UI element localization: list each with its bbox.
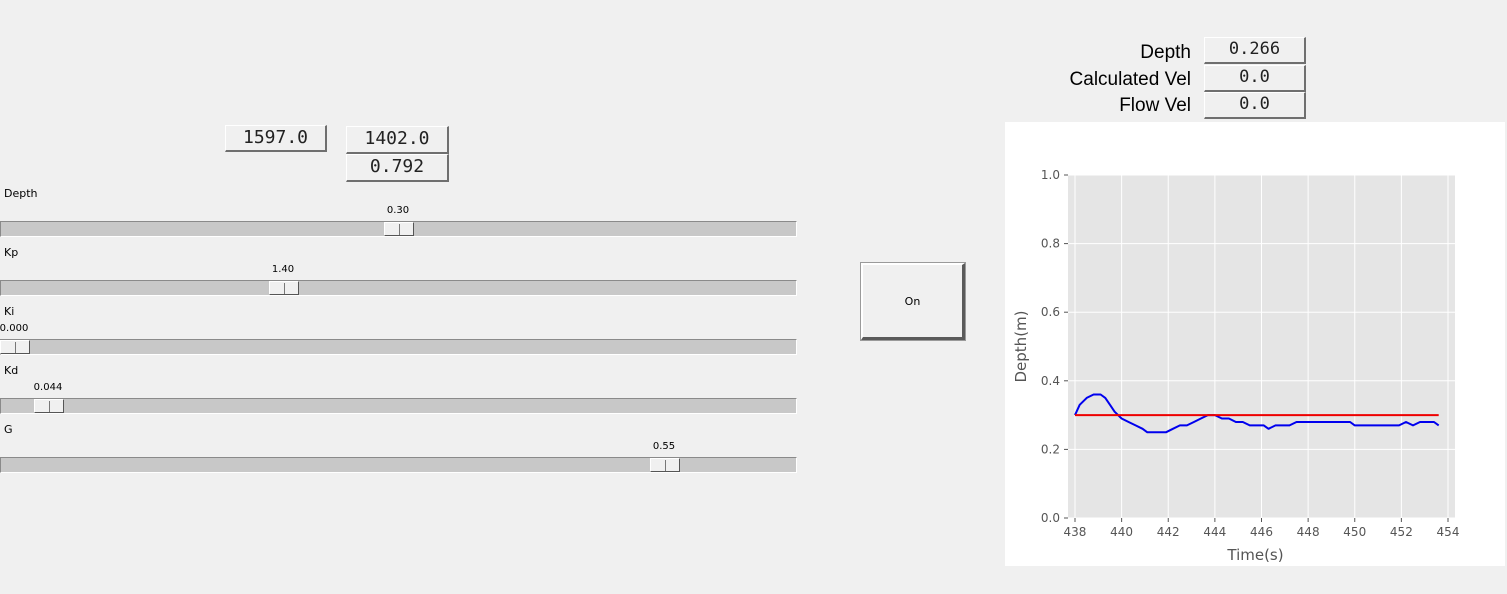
x-tick-label: 444 bbox=[1203, 525, 1226, 539]
slider-g-value: 0.55 bbox=[652, 441, 676, 452]
slider-kd-thumb[interactable] bbox=[34, 399, 64, 413]
measured-depth-line bbox=[1074, 393, 1440, 434]
slider-kd-label: Kd bbox=[4, 364, 19, 377]
x-tick-label: 446 bbox=[1250, 525, 1273, 539]
status-flow-vel-label: Flow Vel bbox=[1119, 95, 1191, 116]
slider-ki-value: 0.000 bbox=[0, 323, 29, 334]
status-calc-vel-value: 0.0 bbox=[1204, 65, 1306, 92]
slider-ki-thumb[interactable] bbox=[0, 340, 30, 354]
slider-ki-trough[interactable] bbox=[0, 339, 797, 355]
slider-depth-trough[interactable] bbox=[0, 221, 797, 237]
x-tick-label: 454 bbox=[1437, 525, 1460, 539]
slider-g-trough[interactable] bbox=[0, 457, 797, 473]
slider-kp-trough[interactable] bbox=[0, 280, 797, 296]
status-calc-vel-label: Calculated Vel bbox=[1069, 69, 1191, 90]
slider-kd-value: 0.044 bbox=[33, 382, 63, 393]
slider-kd-trough[interactable] bbox=[0, 398, 797, 414]
readout-left-value: 1597.0 bbox=[225, 125, 327, 152]
x-tick-label: 442 bbox=[1157, 525, 1180, 539]
status-depth-label: Depth bbox=[1140, 42, 1191, 63]
slider-depth-value: 0.30 bbox=[386, 205, 410, 216]
slider-depth-thumb[interactable] bbox=[384, 222, 414, 236]
y-tick-label: 0.8 bbox=[1041, 237, 1060, 251]
y-tick-label: 1.0 bbox=[1041, 168, 1060, 182]
slider-g-label: G bbox=[4, 423, 13, 436]
y-tick-label: 0.0 bbox=[1041, 511, 1060, 525]
depth-chart: 438 440 442 444 446 448 450 452 454 0.0 0.2 0.4 0.6 0… bbox=[1012, 168, 1460, 564]
y-axis-label: Depth(m) bbox=[1012, 310, 1030, 382]
x-tick-label: 438 bbox=[1064, 525, 1087, 539]
x-tick-label: 448 bbox=[1297, 525, 1320, 539]
x-tick-label: 440 bbox=[1110, 525, 1133, 539]
slider-g-thumb[interactable] bbox=[650, 458, 680, 472]
slider-depth-label: Depth bbox=[4, 187, 38, 200]
depth-plot-panel: 438 440 442 444 446 448 450 452 454 0.0 0.2 0.4 0.6 0… bbox=[1005, 122, 1505, 566]
x-axis-label: Time(s) bbox=[1226, 546, 1283, 564]
on-button[interactable]: On bbox=[860, 262, 966, 341]
slider-ki-label: Ki bbox=[4, 305, 15, 318]
y-tick-label: 0.6 bbox=[1041, 305, 1060, 319]
slider-kp-thumb[interactable] bbox=[269, 281, 299, 295]
y-tick-label: 0.2 bbox=[1041, 442, 1060, 456]
status-flow-vel-value: 0.0 bbox=[1204, 92, 1306, 119]
y-tick-label: 0.4 bbox=[1041, 374, 1060, 388]
slider-kp-label: Kp bbox=[4, 246, 19, 259]
status-depth-value: 0.266 bbox=[1204, 37, 1306, 64]
readout-mid-bottom-value: 0.792 bbox=[346, 154, 449, 182]
readout-mid-top-value: 1402.0 bbox=[346, 126, 449, 154]
x-tick-label: 450 bbox=[1343, 525, 1366, 539]
slider-kp-value: 1.40 bbox=[271, 264, 295, 275]
x-tick-label: 452 bbox=[1390, 525, 1413, 539]
